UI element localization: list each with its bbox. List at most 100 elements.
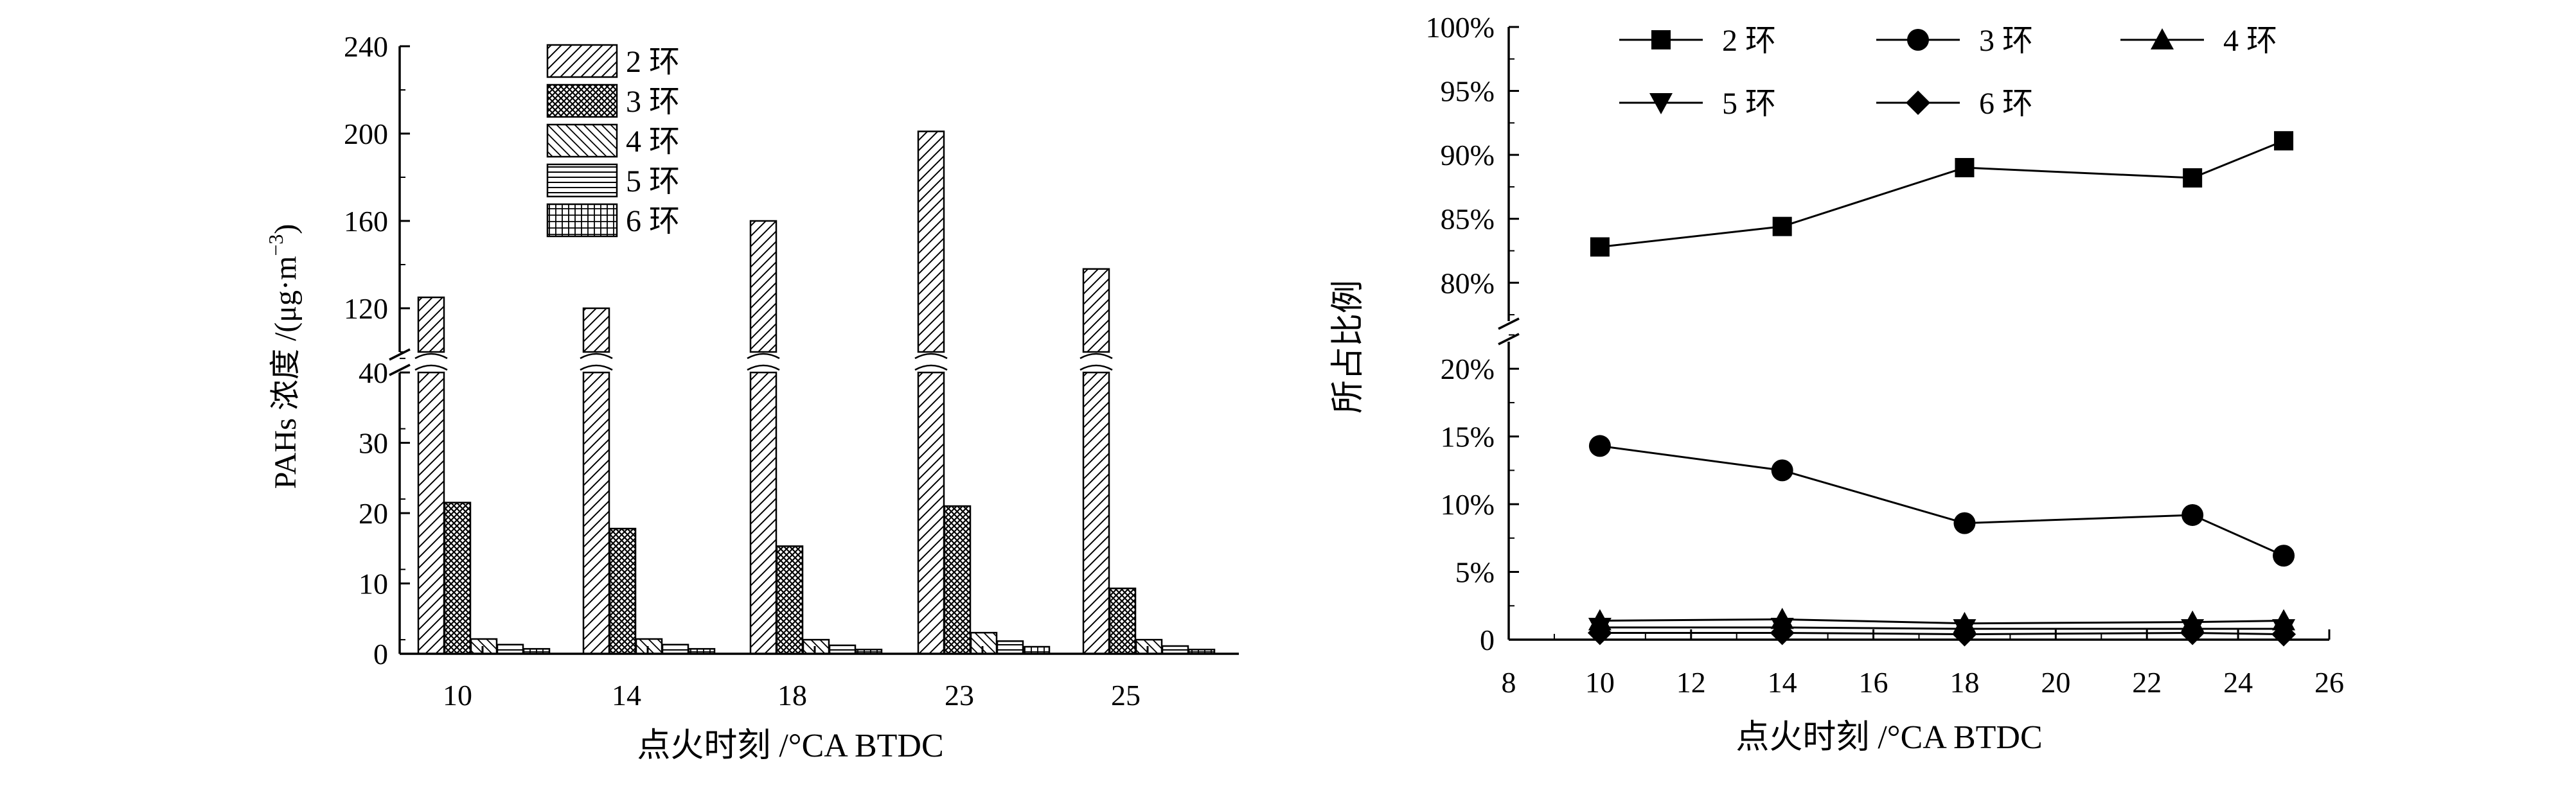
bar bbox=[661, 644, 689, 655]
x-tick-label: 8 bbox=[1502, 666, 1516, 699]
bar bbox=[1135, 638, 1163, 655]
bar-chart-axes bbox=[389, 46, 1239, 655]
line-chart-series bbox=[1587, 131, 2296, 647]
legend-label: 3 环 bbox=[626, 85, 680, 119]
marker-diamond bbox=[1770, 620, 1795, 645]
bar-break-curve bbox=[914, 364, 948, 371]
y-tick-label: 120 bbox=[344, 292, 388, 325]
marker-square bbox=[1651, 30, 1671, 49]
marker-circle bbox=[1771, 459, 1793, 482]
x-tick-label: 14 bbox=[1768, 666, 1797, 699]
axis-break-mark bbox=[1498, 317, 1520, 330]
y-tick-label: 15% bbox=[1441, 421, 1495, 453]
axis-break-mark bbox=[1498, 333, 1520, 346]
marker-diamond bbox=[1587, 620, 1612, 645]
x-tick-label: 14 bbox=[612, 679, 641, 712]
bar-chart-y-axis-label-text: PAHs 浓度 /(μg·m bbox=[269, 256, 303, 489]
y-tick-label: 40 bbox=[359, 356, 388, 389]
series-line bbox=[1599, 139, 2284, 248]
bar bbox=[917, 371, 945, 655]
bar bbox=[776, 545, 804, 655]
bar bbox=[470, 638, 498, 655]
y-tick-label: 160 bbox=[344, 205, 388, 238]
bar-chart-y-axis-label-close: ) bbox=[269, 224, 303, 234]
marker-diamond bbox=[1906, 91, 1930, 115]
axis-break-mark bbox=[389, 348, 411, 361]
bar-chart-legend: 2 环 3 环 4 环 5 环 6 环 bbox=[546, 44, 680, 238]
marker-circle bbox=[1953, 512, 1976, 534]
marker-circle bbox=[2273, 545, 2295, 567]
bar-break-curve bbox=[747, 353, 780, 360]
line-chart-y-axis-label: 所占比例 bbox=[1330, 280, 1367, 414]
marker-circle bbox=[2181, 503, 2204, 526]
y-tick-label: 5% bbox=[1455, 556, 1495, 589]
marker-triangle-down bbox=[1649, 93, 1673, 114]
marker-diamond bbox=[1952, 622, 1977, 647]
bar-chart-ticks: 0 10 20 30 40 120 160 200 240 10 14 18 23 25 bbox=[344, 30, 1149, 712]
bar bbox=[608, 527, 637, 655]
bar-break-curve bbox=[580, 353, 613, 360]
legend-swatch bbox=[546, 83, 618, 118]
bar-chart-x-axis-label: 点火时刻 /°CA BTDC bbox=[637, 728, 943, 764]
bar bbox=[802, 638, 830, 655]
y-tick-label: 20% bbox=[1441, 353, 1495, 385]
bar bbox=[417, 371, 445, 655]
x-tick-label: 18 bbox=[1950, 666, 1979, 699]
y-tick-label: 0 bbox=[373, 638, 388, 670]
x-tick-label: 25 bbox=[1111, 679, 1141, 712]
legend-swatch bbox=[546, 203, 618, 238]
x-tick-label: 26 bbox=[2314, 666, 2344, 699]
y-tick-label: 0 bbox=[1480, 624, 1495, 656]
legend-swatch bbox=[546, 123, 618, 158]
bar bbox=[1161, 645, 1189, 655]
legend-label: 6 环 bbox=[626, 204, 680, 238]
bar-group bbox=[414, 130, 1216, 655]
bar bbox=[417, 296, 445, 353]
marker-diamond bbox=[2180, 620, 2205, 645]
bar bbox=[582, 307, 610, 353]
x-tick-label: 12 bbox=[1676, 666, 1706, 699]
series-line bbox=[1599, 444, 2284, 557]
marker-diamond bbox=[2271, 622, 2296, 647]
legend-label: 2 环 bbox=[1722, 24, 1776, 58]
x-tick-label: 10 bbox=[1585, 666, 1615, 699]
bar-break-curve bbox=[914, 353, 948, 360]
bar bbox=[970, 631, 998, 655]
legend-label: 5 环 bbox=[1722, 87, 1776, 121]
marker-square bbox=[1772, 216, 1792, 236]
bar-break-curve bbox=[1079, 353, 1113, 360]
line-chart-ticks: 0 5% 10% 15% 20% 80% 85% 90% 95% 100% 8 10 12 14 16 18 2… bbox=[1426, 11, 2344, 699]
marker-square bbox=[1955, 158, 1975, 178]
x-tick-label: 24 bbox=[2223, 666, 2253, 699]
legend-label: 2 环 bbox=[626, 45, 680, 79]
x-tick-label: 16 bbox=[1859, 666, 1888, 699]
y-tick-label: 200 bbox=[344, 118, 388, 150]
bar bbox=[635, 638, 663, 655]
legend-label: 5 环 bbox=[626, 164, 680, 198]
series-line bbox=[1599, 618, 2284, 625]
bar-chart: 0 10 20 30 40 120 160 200 240 10 14 18 23 25 2 环 3 环 4 … bbox=[264, 30, 1239, 764]
bar-chart-y-axis-label: PAHs 浓度 /(μg·m−3) bbox=[264, 224, 303, 489]
bar bbox=[749, 220, 777, 353]
marker-circle bbox=[1907, 29, 1929, 51]
bar-break-curve bbox=[414, 364, 448, 371]
bar-break-curve bbox=[580, 364, 613, 371]
marker-triangle-up bbox=[2151, 28, 2174, 49]
y-tick-label: 10 bbox=[359, 568, 388, 600]
bar bbox=[917, 130, 945, 353]
x-tick-label: 10 bbox=[443, 679, 472, 712]
y-tick-label: 100% bbox=[1426, 11, 1495, 44]
x-tick-label: 20 bbox=[2041, 666, 2070, 699]
legend-label: 3 环 bbox=[1979, 24, 2033, 58]
bar bbox=[828, 644, 857, 655]
bar bbox=[943, 505, 972, 655]
x-tick-label: 23 bbox=[945, 679, 974, 712]
bar bbox=[1108, 587, 1137, 655]
bar bbox=[996, 640, 1024, 655]
axis-break-mark bbox=[389, 363, 411, 376]
legend-label: 6 环 bbox=[1979, 87, 2033, 121]
legend-label: 4 环 bbox=[626, 125, 680, 159]
bar bbox=[1082, 268, 1110, 353]
y-tick-label: 240 bbox=[344, 30, 388, 63]
